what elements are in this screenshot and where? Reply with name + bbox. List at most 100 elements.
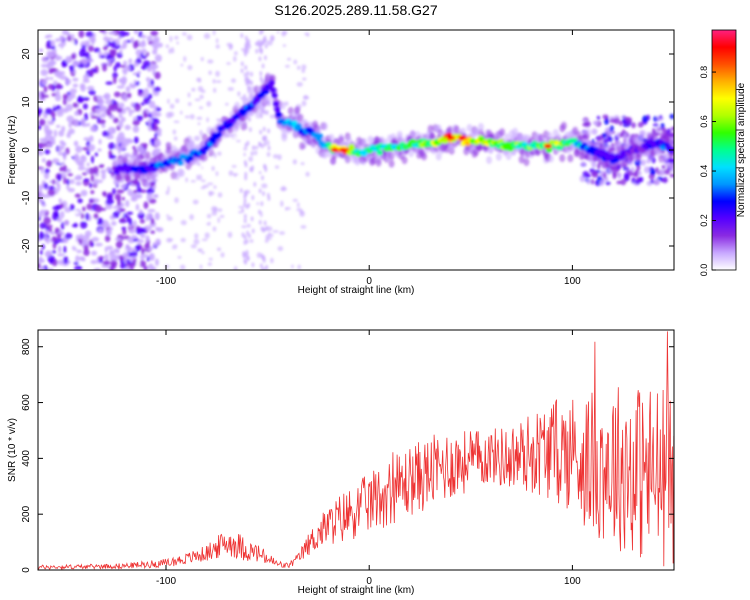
noise-cell xyxy=(233,55,237,62)
noise-cell xyxy=(48,116,52,122)
noise-cell xyxy=(258,209,262,215)
noise-cell xyxy=(77,162,85,167)
noise-cell xyxy=(55,38,60,42)
noise-cell xyxy=(130,102,135,108)
noise-cell xyxy=(239,96,244,100)
noise-cell xyxy=(200,57,204,62)
ridge-halo-cell xyxy=(473,128,480,137)
noise-cell xyxy=(173,136,178,141)
noise-cell xyxy=(136,186,142,194)
ridge-peak-cell xyxy=(330,147,339,153)
noise-cell xyxy=(151,137,155,146)
noise-cell xyxy=(246,140,250,146)
noise-cell xyxy=(56,70,63,79)
noise-cell xyxy=(96,217,104,226)
noise-cell xyxy=(238,205,244,209)
noise-cell xyxy=(127,236,135,244)
noise-cell xyxy=(72,83,79,88)
noise-cell xyxy=(57,259,64,266)
noise-cell xyxy=(187,102,192,106)
noise-cell xyxy=(145,76,151,83)
noise-cell xyxy=(112,188,116,195)
noise-cell xyxy=(108,103,116,111)
noise-cell xyxy=(109,266,115,270)
noise-cell xyxy=(261,63,265,69)
noise-cell xyxy=(87,45,95,52)
noise-cell xyxy=(243,202,247,208)
noise-cell xyxy=(73,155,80,163)
noise-cell xyxy=(221,111,226,115)
noise-cell xyxy=(138,209,143,215)
ridge-halo-cell xyxy=(560,121,567,130)
noise-cell xyxy=(40,69,49,77)
noise-cell xyxy=(87,58,94,63)
noise-cell xyxy=(53,210,60,218)
noise-cell xyxy=(146,256,150,262)
noise-cell xyxy=(127,109,136,114)
noise-cell xyxy=(670,167,674,173)
noise-cell xyxy=(170,48,175,54)
noise-cell xyxy=(125,244,130,251)
noise-cell xyxy=(661,127,667,132)
ridge-halo-cell xyxy=(523,158,530,167)
noise-cell xyxy=(152,91,160,96)
noise-cell xyxy=(219,266,225,270)
noise-cell xyxy=(266,40,273,46)
noise-cell xyxy=(263,220,267,226)
noise-cell xyxy=(172,129,177,135)
noise-cell xyxy=(96,95,103,100)
noise-cell xyxy=(133,136,139,144)
noise-cell xyxy=(67,187,76,193)
noise-cell xyxy=(204,232,210,239)
noise-cell xyxy=(64,232,73,240)
noise-cell xyxy=(305,171,310,177)
noise-cell xyxy=(217,217,221,224)
colorbar-tick-label: 0.6 xyxy=(699,115,709,128)
noise-cell xyxy=(207,262,212,266)
noise-cell xyxy=(663,169,671,175)
ridge-halo-cell xyxy=(125,175,132,184)
noise-cell xyxy=(619,121,623,126)
noise-cell xyxy=(658,169,666,176)
noise-cell xyxy=(45,160,53,168)
noise-cell xyxy=(115,62,121,68)
noise-cell xyxy=(55,105,61,110)
ridge-halo-cell xyxy=(299,141,306,150)
noise-cell xyxy=(279,183,283,188)
noise-cell xyxy=(63,150,67,157)
noise-cell xyxy=(77,198,83,204)
noise-cell xyxy=(106,245,114,251)
noise-cell xyxy=(147,81,151,89)
noise-cell xyxy=(242,93,246,99)
noise-cell xyxy=(61,108,69,113)
noise-cell xyxy=(143,201,149,210)
noise-cell xyxy=(130,251,138,257)
noise-cell xyxy=(126,39,131,43)
ridge-halo-cell xyxy=(466,123,473,132)
noise-cell xyxy=(97,159,103,164)
noise-cell xyxy=(247,195,251,200)
noise-cell xyxy=(272,230,279,233)
spectrogram-x-label: Height of straight line (km) xyxy=(298,285,415,296)
noise-cell xyxy=(197,248,201,252)
noise-cell xyxy=(258,188,262,194)
noise-cell xyxy=(212,87,217,93)
noise-cell xyxy=(130,37,135,44)
noise-cell xyxy=(189,113,195,120)
noise-cell xyxy=(73,39,78,46)
noise-cell xyxy=(86,85,95,91)
noise-cell xyxy=(242,251,246,257)
noise-cell xyxy=(199,129,203,136)
noise-cell xyxy=(148,198,157,204)
noise-cell xyxy=(50,111,56,119)
noise-cell xyxy=(225,102,229,106)
noise-cell xyxy=(43,235,48,242)
noise-cell xyxy=(61,161,66,165)
noise-cell xyxy=(240,61,244,67)
noise-cell xyxy=(102,191,107,197)
noise-cell xyxy=(609,136,613,143)
noise-cell xyxy=(124,65,131,72)
noise-cell xyxy=(98,163,105,169)
noise-cell xyxy=(90,174,95,183)
noise-cell xyxy=(73,140,79,147)
